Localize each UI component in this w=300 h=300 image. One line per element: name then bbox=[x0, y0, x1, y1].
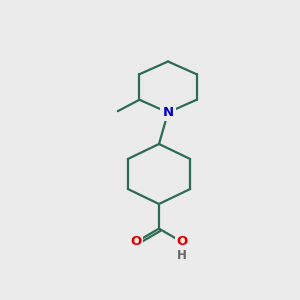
Text: H: H bbox=[177, 249, 187, 262]
Text: N: N bbox=[162, 106, 174, 119]
Text: O: O bbox=[130, 235, 142, 248]
Text: O: O bbox=[176, 235, 188, 248]
